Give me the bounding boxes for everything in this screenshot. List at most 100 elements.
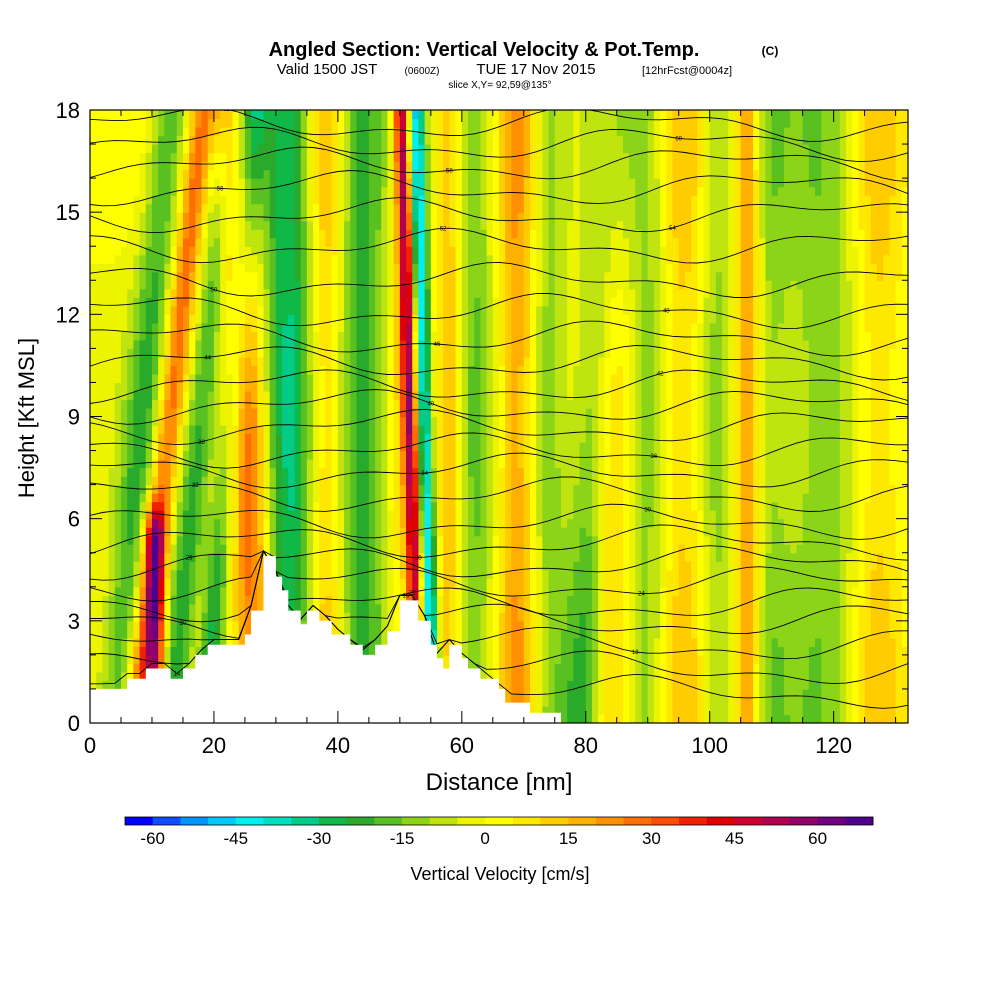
field-cell — [325, 407, 333, 418]
field-cell — [375, 527, 382, 537]
field-cell — [232, 433, 240, 443]
field-cell — [381, 161, 389, 171]
field-cell — [430, 603, 438, 613]
field-cell — [424, 110, 432, 120]
field-cell — [474, 220, 482, 230]
field-cell — [127, 365, 134, 375]
field-cell — [164, 433, 172, 443]
field-cell — [275, 510, 283, 520]
field-cell — [96, 305, 103, 315]
field-cell — [313, 425, 320, 435]
field-cell — [158, 331, 165, 341]
field-cell — [251, 152, 258, 162]
field-cell — [424, 356, 432, 367]
field-cell — [368, 127, 376, 137]
field-cell — [393, 195, 401, 205]
field-cell — [331, 118, 339, 128]
field-cell — [207, 348, 215, 358]
field-cell — [133, 331, 141, 341]
field-cell — [176, 246, 184, 256]
field-cell — [480, 510, 488, 520]
field-cell — [189, 518, 196, 528]
field-cell — [399, 220, 407, 230]
field-cell — [127, 229, 134, 239]
field-cell — [251, 510, 258, 520]
field-cell — [337, 229, 345, 239]
field-cell — [282, 110, 289, 120]
field-cell — [176, 220, 184, 230]
field-cell — [468, 203, 475, 213]
field-cell — [151, 373, 159, 384]
field-cell — [511, 493, 519, 503]
field-cell — [127, 510, 134, 520]
field-cell — [331, 331, 339, 341]
field-cell — [424, 212, 432, 222]
field-cell — [356, 118, 364, 128]
field-cell — [207, 161, 215, 171]
field-cell — [319, 254, 327, 264]
field-cell — [102, 127, 110, 137]
field-cell — [337, 459, 345, 469]
field-cell — [443, 212, 451, 222]
field-cell — [120, 561, 128, 571]
field-cell — [443, 127, 451, 137]
field-cell — [207, 552, 215, 562]
field-cell — [300, 246, 308, 256]
field-cell — [306, 110, 314, 120]
field-cell — [418, 152, 426, 162]
field-cell — [517, 671, 525, 682]
field-cell — [176, 161, 184, 171]
field-cell — [517, 535, 525, 545]
field-cell — [350, 263, 358, 273]
field-cell — [133, 322, 141, 332]
field-cell — [418, 561, 426, 571]
field-cell — [325, 493, 333, 503]
field-cell — [337, 467, 345, 477]
field-cell — [406, 544, 413, 554]
field-cell — [195, 229, 203, 239]
field-cell — [381, 382, 389, 392]
field-cell — [350, 186, 358, 196]
field-cell — [90, 118, 97, 128]
field-cell — [108, 186, 116, 196]
field-cell — [449, 271, 457, 281]
field-cell — [424, 416, 432, 426]
field-cell — [164, 331, 172, 341]
field-cell — [182, 331, 190, 341]
field-cell — [195, 178, 203, 188]
field-cell — [238, 127, 246, 137]
field-cell — [220, 637, 227, 647]
field-cell — [226, 425, 234, 435]
field-cell — [145, 501, 153, 511]
field-cell — [170, 620, 178, 630]
field-cell — [468, 544, 475, 554]
field-cell — [356, 442, 364, 452]
field-cell — [189, 339, 196, 349]
field-cell — [300, 501, 308, 511]
field-cell — [393, 535, 401, 545]
field-cell — [275, 297, 283, 307]
field-cell — [145, 237, 153, 247]
field-cell — [151, 356, 159, 367]
field-cell — [505, 331, 512, 341]
field-cell — [189, 603, 196, 613]
field-cell — [120, 237, 128, 247]
field-cell — [151, 365, 159, 375]
field-cell — [96, 654, 103, 664]
field-cell — [375, 118, 382, 128]
field-cell — [232, 331, 240, 341]
field-cell — [201, 467, 209, 477]
field-cell — [145, 595, 153, 605]
field-cell — [499, 552, 506, 562]
field-cell — [319, 569, 327, 579]
field-cell — [182, 305, 190, 315]
field-cell — [108, 365, 116, 375]
field-cell — [356, 501, 364, 511]
field-cell — [424, 467, 432, 477]
field-cell — [325, 459, 333, 469]
field-cell — [325, 535, 333, 545]
field-cell — [517, 629, 525, 639]
field-cell — [220, 203, 227, 213]
field-cell — [337, 305, 345, 315]
field-cell — [114, 288, 122, 298]
